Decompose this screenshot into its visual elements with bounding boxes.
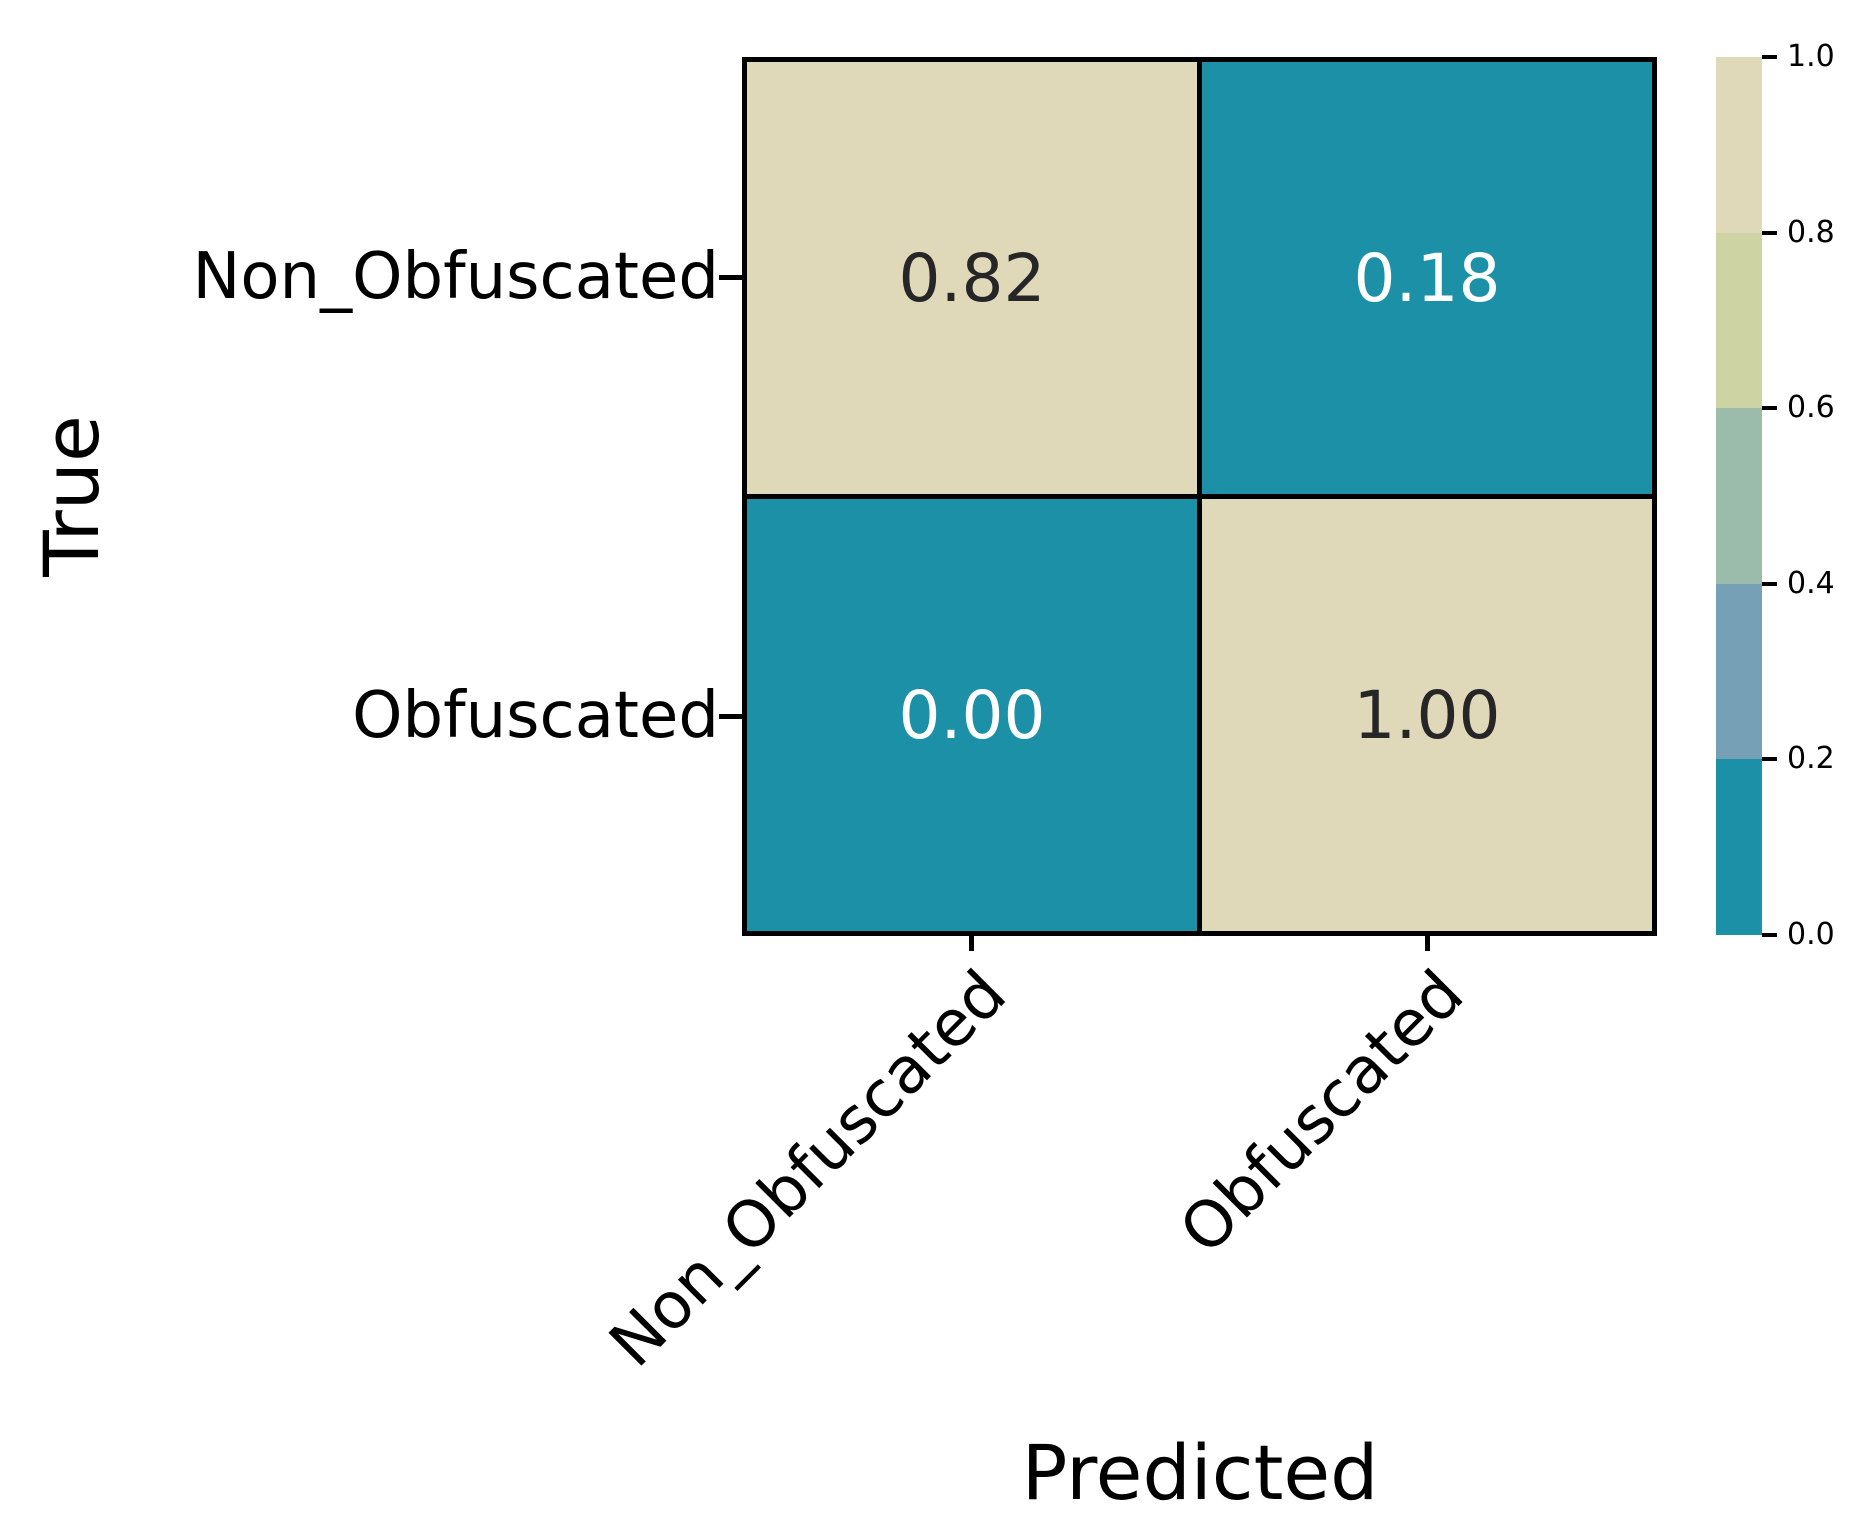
y-tick-mark: [719, 275, 742, 280]
colorbar-tick-label: 0.2: [1787, 741, 1835, 776]
colorbar-tick-mark: [1762, 933, 1777, 937]
colorbar-band: [1716, 57, 1762, 233]
y-tick-mark: [719, 714, 742, 719]
colorbar-band: [1716, 408, 1762, 584]
colorbar-tick-label: 0.0: [1787, 917, 1835, 952]
colorbar-tick-label: 0.6: [1787, 390, 1835, 425]
cell-value: 0.82: [898, 239, 1046, 317]
x-tick-label-non-obfuscated: Non_Obfuscated: [596, 956, 1022, 1382]
cell-true-obfuscated-pred-nonobfuscated: 0.00: [747, 499, 1197, 931]
colorbar-band: [1716, 583, 1762, 760]
colorbar: [1716, 57, 1762, 935]
colorbar-tick-mark: [1762, 55, 1777, 59]
x-axis-title: Predicted: [1021, 1428, 1379, 1517]
cell-true-obfuscated-pred-obfuscated: 1.00: [1202, 499, 1652, 931]
cell-value: 1.00: [1353, 676, 1501, 754]
x-tick-mark: [1425, 936, 1430, 951]
x-tick-mark: [969, 936, 974, 951]
cell-true-nonobfuscated-pred-obfuscated: 0.18: [1202, 62, 1652, 494]
heatmap-grid: 0.82 0.18 0.00 1.00: [742, 57, 1657, 936]
y-axis-title: True: [27, 415, 116, 577]
colorbar-tick-label: 0.8: [1787, 215, 1835, 250]
cell-value: 0.00: [898, 676, 1046, 754]
x-tick-label-obfuscated: Obfuscated: [1166, 956, 1479, 1269]
colorbar-tick-label: 1.0: [1787, 39, 1835, 74]
colorbar-tick-mark: [1762, 757, 1777, 761]
y-tick-label-obfuscated: Obfuscated: [352, 679, 719, 753]
colorbar-tick-mark: [1762, 406, 1777, 410]
y-tick-label-non-obfuscated: Non_Obfuscated: [192, 240, 719, 314]
colorbar-tick-mark: [1762, 231, 1777, 235]
colorbar-band: [1716, 232, 1762, 409]
colorbar-tick-label: 0.4: [1787, 566, 1835, 601]
cell-value: 0.18: [1353, 239, 1501, 317]
cell-true-nonobfuscated-pred-nonobfuscated: 0.82: [747, 62, 1197, 494]
colorbar-band: [1716, 759, 1762, 935]
colorbar-tick-mark: [1762, 582, 1777, 586]
